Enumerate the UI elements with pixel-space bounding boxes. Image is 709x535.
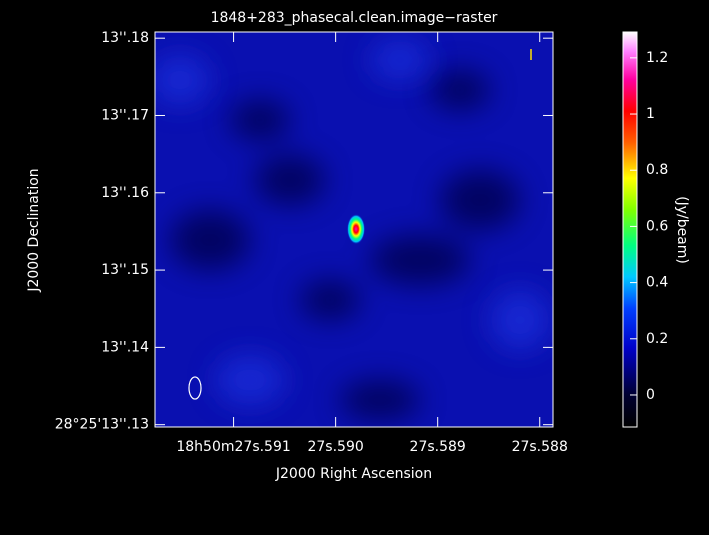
source <box>347 214 366 245</box>
y-tick-label: 13''.14 <box>101 339 149 355</box>
colorbar-tick-label: 0.2 <box>646 331 668 347</box>
colorbar <box>622 31 638 428</box>
x-tick-label: 27s.589 <box>410 439 466 455</box>
x-tick-label: 27s.588 <box>512 439 568 455</box>
y-tick-label: 13''.18 <box>101 30 149 46</box>
chart-title: 1848+283_phasecal.clean.image−raster <box>211 10 498 26</box>
plot-frame <box>154 31 554 428</box>
y-tick-label: 13''.16 <box>101 185 149 201</box>
colorbar-tick-label: 1.2 <box>646 50 668 66</box>
y-tick-label: 13''.15 <box>101 262 149 278</box>
colorbar-tick-label: 0.8 <box>646 162 668 178</box>
image-raster <box>155 32 553 427</box>
y-tick-label: 28°25'13''.13 <box>55 417 149 433</box>
colorbar-tick-label: 0 <box>646 387 655 403</box>
x-axis-label: J2000 Right Ascension <box>275 466 432 482</box>
x-tick-label: 27s.590 <box>307 439 363 455</box>
colorbar-tick-label: 0.6 <box>646 218 668 234</box>
colorbar-tick-label: 0.4 <box>646 275 668 291</box>
colorbar-tick-label: 1 <box>646 106 655 122</box>
y-tick-label: 13''.17 <box>101 107 149 123</box>
colorbar-label: (Jy/beam) <box>674 196 690 264</box>
x-tick-label: 18h50m27s.591 <box>176 439 290 455</box>
y-axis-label: J2000 Declination <box>26 168 42 292</box>
